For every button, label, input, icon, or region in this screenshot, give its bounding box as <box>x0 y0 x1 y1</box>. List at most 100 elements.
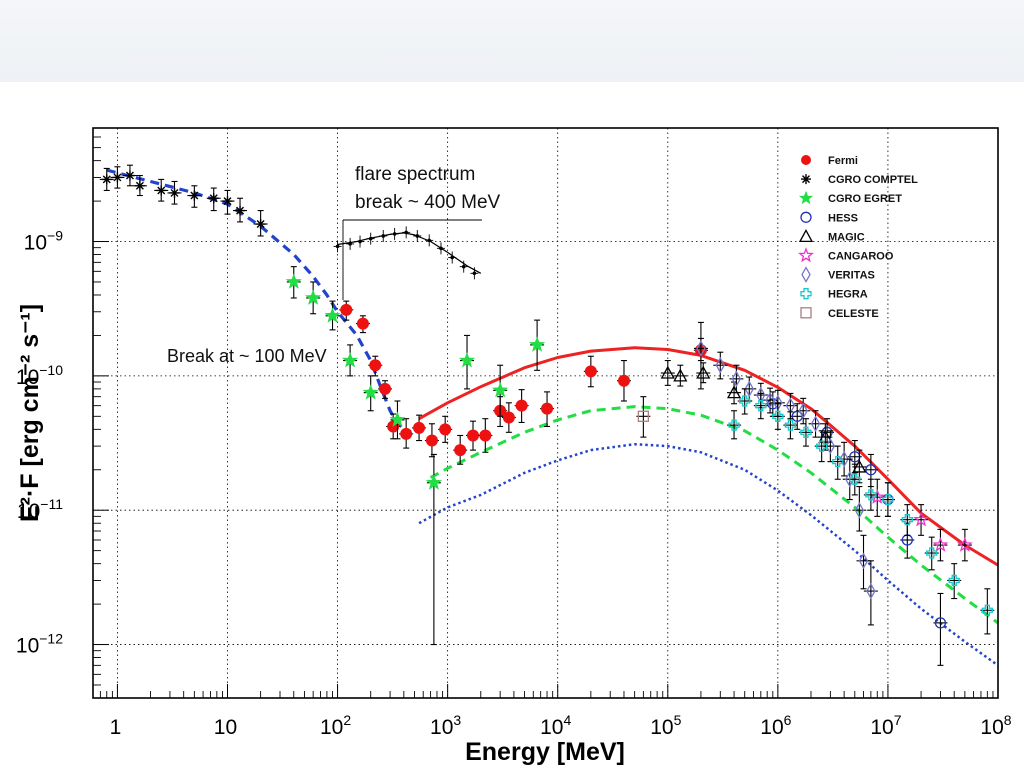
data-point <box>479 429 492 442</box>
data-series <box>99 164 995 666</box>
annotations: flare spectrum break ~ 400 MeV Break at … <box>167 164 501 366</box>
x-tick-label: 104 <box>540 712 571 739</box>
data-point <box>948 574 960 587</box>
y-tick-label: 10−11 <box>17 496 63 523</box>
series-magic <box>660 360 867 484</box>
data-point <box>731 370 742 388</box>
data-point <box>541 402 554 415</box>
legend-label: CGRO COMPTEL <box>828 174 918 186</box>
x-tick-label: 10 <box>214 716 237 739</box>
data-point <box>584 365 597 378</box>
data-point <box>798 402 808 420</box>
data-point <box>849 473 861 485</box>
data-point <box>208 193 219 204</box>
slide-header-band <box>0 0 1024 82</box>
data-point <box>124 170 135 181</box>
model-curve <box>337 232 482 274</box>
data-point <box>926 547 938 559</box>
flare-label-line2: break ~ 400 MeV <box>355 192 501 213</box>
legend-marker <box>798 229 814 243</box>
legend-label: CELESTE <box>828 308 879 320</box>
data-point <box>134 180 145 191</box>
data-point <box>882 493 894 506</box>
data-point <box>156 185 167 196</box>
data-point <box>379 382 392 395</box>
data-point <box>515 399 528 412</box>
data-point <box>981 604 993 616</box>
series-veritas <box>693 337 878 626</box>
data-point <box>305 289 322 305</box>
flare-point <box>404 230 408 235</box>
data-point <box>362 384 379 400</box>
flare-point <box>450 255 454 260</box>
data-point <box>454 444 467 457</box>
data-point <box>818 429 833 443</box>
data-point <box>934 617 947 629</box>
data-point <box>956 536 973 552</box>
data-point <box>832 455 844 468</box>
data-point <box>425 474 442 490</box>
legend-marker <box>800 211 812 223</box>
legend-label: MAGIC <box>828 231 865 243</box>
data-point <box>235 205 246 216</box>
data-point <box>865 464 877 476</box>
data-point <box>529 336 546 352</box>
legend-marker <box>800 307 812 319</box>
data-point <box>356 317 369 330</box>
data-point <box>755 400 767 412</box>
series-cgro-egret <box>285 266 546 646</box>
flare-point <box>415 234 420 238</box>
y-tick-label: 10−12 <box>16 631 63 658</box>
legend-label: VERITAS <box>828 270 875 282</box>
data-point <box>715 356 726 374</box>
x-tick-label: 103 <box>430 712 461 739</box>
data-point <box>492 381 509 398</box>
flare-point <box>368 236 373 241</box>
data-point <box>901 514 913 526</box>
series-cangaroo <box>869 478 973 562</box>
model-curve <box>418 442 999 667</box>
legend-marker <box>801 266 811 283</box>
flare-point <box>392 232 397 236</box>
series-celeste <box>636 396 651 438</box>
data-point <box>285 273 302 289</box>
series-hegra <box>727 388 995 635</box>
data-point <box>467 429 480 442</box>
flare-point <box>358 239 362 244</box>
data-point <box>728 419 740 431</box>
x-tick-label: 102 <box>320 712 351 739</box>
x-tick-label: 106 <box>760 712 791 739</box>
legend: Fermi CGRO COMPTEL CGRO EGRET HESS MAGIC CANG… <box>798 155 918 320</box>
data-point <box>865 489 877 501</box>
x-tick-label: 1 <box>110 716 122 739</box>
flare-point <box>427 238 432 243</box>
data-point <box>784 419 797 431</box>
series-cgro-comptel <box>99 164 268 237</box>
data-point <box>913 511 929 527</box>
data-point <box>673 368 688 382</box>
data-point <box>617 374 630 387</box>
data-point <box>502 411 515 424</box>
legend-label: CGRO EGRET <box>828 193 902 205</box>
data-point <box>739 395 751 407</box>
data-point <box>169 187 180 198</box>
data-point <box>772 410 784 422</box>
flare-point <box>461 264 466 269</box>
data-point <box>854 501 865 519</box>
legend-marker <box>801 174 811 185</box>
data-point <box>696 365 711 379</box>
data-point <box>696 340 706 357</box>
data-point <box>932 536 949 552</box>
data-point <box>458 352 476 368</box>
legend-label: CANGAROO <box>828 251 894 263</box>
x-tick-label: 107 <box>870 712 901 739</box>
data-point <box>369 359 382 372</box>
series-fermi <box>339 300 708 465</box>
data-point <box>800 426 812 438</box>
data-point <box>816 440 828 452</box>
flare-point <box>472 271 477 276</box>
data-point <box>189 190 200 201</box>
flare-label-line1: flare spectrum <box>355 164 475 185</box>
data-point <box>255 219 266 230</box>
data-point <box>825 437 836 455</box>
